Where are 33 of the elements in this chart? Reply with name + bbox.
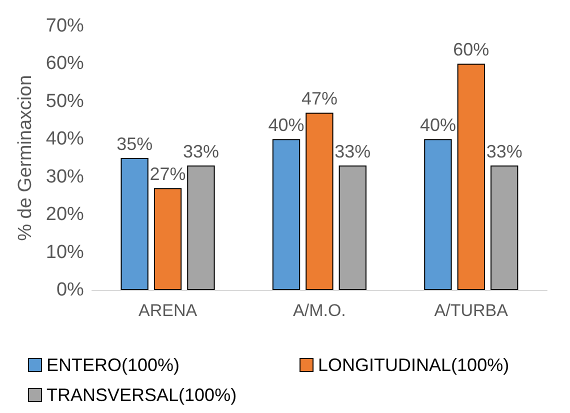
- bar: [120, 158, 148, 290]
- bar: [306, 112, 334, 290]
- x-tick-label: A/M.O.: [293, 301, 346, 320]
- data-label: 35%: [116, 134, 153, 154]
- bar: [424, 139, 452, 290]
- y-tick-label: 50%: [46, 90, 84, 112]
- data-label: 60%: [453, 40, 490, 60]
- legend-label: ENTERO(100%): [46, 355, 180, 375]
- y-tick-label: 0%: [56, 280, 84, 300]
- data-label: 47%: [301, 88, 338, 109]
- y-axis-title: % de Germinaxcion: [15, 75, 36, 241]
- legend-label: TRANSVERSAL(100%): [46, 385, 237, 405]
- legend-label: LONGITUDINAL(100%): [318, 355, 510, 375]
- y-tick-label: 10%: [46, 242, 84, 263]
- y-tick-label: 70%: [46, 16, 84, 36]
- data-label: 33%: [334, 142, 371, 162]
- bar: [457, 64, 485, 290]
- bar: [490, 166, 518, 290]
- bar: [187, 166, 215, 290]
- data-label: 33%: [182, 142, 219, 162]
- x-tick-label: ARENA: [138, 301, 198, 320]
- bar: [154, 188, 182, 290]
- x-tick-label: A/TURBA: [434, 301, 509, 320]
- bar: [338, 166, 366, 290]
- y-tick-label: 60%: [46, 53, 84, 74]
- y-tick-label: 20%: [46, 204, 84, 226]
- data-label: 33%: [486, 142, 522, 162]
- y-tick-label: 30%: [46, 166, 84, 188]
- bar: [272, 139, 300, 290]
- data-label: 40%: [268, 115, 304, 136]
- y-tick-label: 40%: [46, 128, 84, 150]
- data-label: 27%: [150, 164, 186, 184]
- data-label: 40%: [420, 115, 456, 136]
